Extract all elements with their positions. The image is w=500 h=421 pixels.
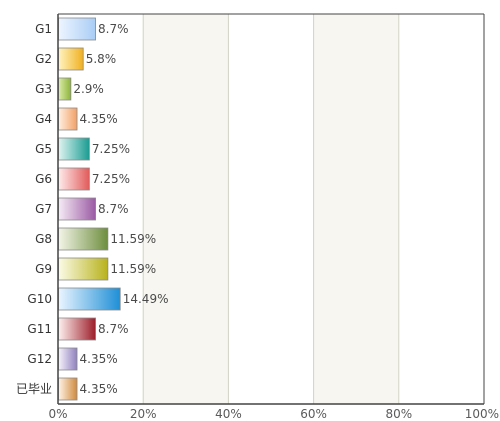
gridlines: [142, 14, 400, 404]
bar-G2: [58, 47, 84, 71]
bar-G10: [58, 287, 121, 311]
value-label: 8.7%: [98, 22, 129, 36]
x-tick-label: 100%: [465, 407, 499, 421]
value-label: 4.35%: [80, 352, 118, 366]
x-tick-label: 0%: [48, 407, 67, 421]
bar-G9: [58, 257, 109, 281]
bar-G5: [58, 137, 90, 161]
value-label: 2.9%: [73, 82, 104, 96]
x-tick-label: 80%: [385, 407, 412, 421]
background-band: [143, 14, 229, 404]
labels: G1 8.7% G2 5.8% G3 2.9% G4 4.35% G5 7.25% G6 7.25% G…: [16, 22, 499, 421]
bar-已毕业: [58, 377, 78, 401]
bar-G12: [58, 347, 78, 371]
bar-G1: [58, 17, 96, 41]
category-label: G11: [27, 322, 52, 336]
value-label: 11.59%: [110, 262, 156, 276]
category-label: G12: [27, 352, 52, 366]
category-label: G2: [35, 52, 52, 66]
value-label: 7.25%: [92, 172, 130, 186]
value-label: 8.7%: [98, 322, 129, 336]
value-label: 14.49%: [123, 292, 169, 306]
bar-G8: [58, 227, 109, 251]
category-label: G8: [35, 232, 52, 246]
x-tick-label: 20%: [130, 407, 157, 421]
category-label: G7: [35, 202, 52, 216]
category-label: G9: [35, 262, 52, 276]
category-label: 已毕业: [16, 382, 52, 396]
bar-G7: [58, 197, 96, 221]
category-label: G4: [35, 112, 52, 126]
value-label: 11.59%: [110, 232, 156, 246]
category-label: G5: [35, 142, 52, 156]
axes: [57, 13, 485, 405]
category-label: G1: [35, 22, 52, 36]
value-label: 7.25%: [92, 142, 130, 156]
bar-G3: [58, 77, 72, 101]
bar-G11: [58, 317, 96, 341]
x-tick-label: 60%: [300, 407, 327, 421]
category-label: G3: [35, 82, 52, 96]
category-label: G10: [27, 292, 52, 306]
value-label: 8.7%: [98, 202, 129, 216]
value-label: 5.8%: [86, 52, 117, 66]
category-label: G6: [35, 172, 52, 186]
x-tick-label: 40%: [215, 407, 242, 421]
bars: [58, 17, 121, 401]
value-label: 4.35%: [80, 112, 118, 126]
background-bands: [143, 14, 399, 404]
value-label: 4.35%: [80, 382, 118, 396]
bar-G4: [58, 107, 78, 131]
background-band: [313, 14, 399, 404]
bar-G6: [58, 167, 90, 191]
